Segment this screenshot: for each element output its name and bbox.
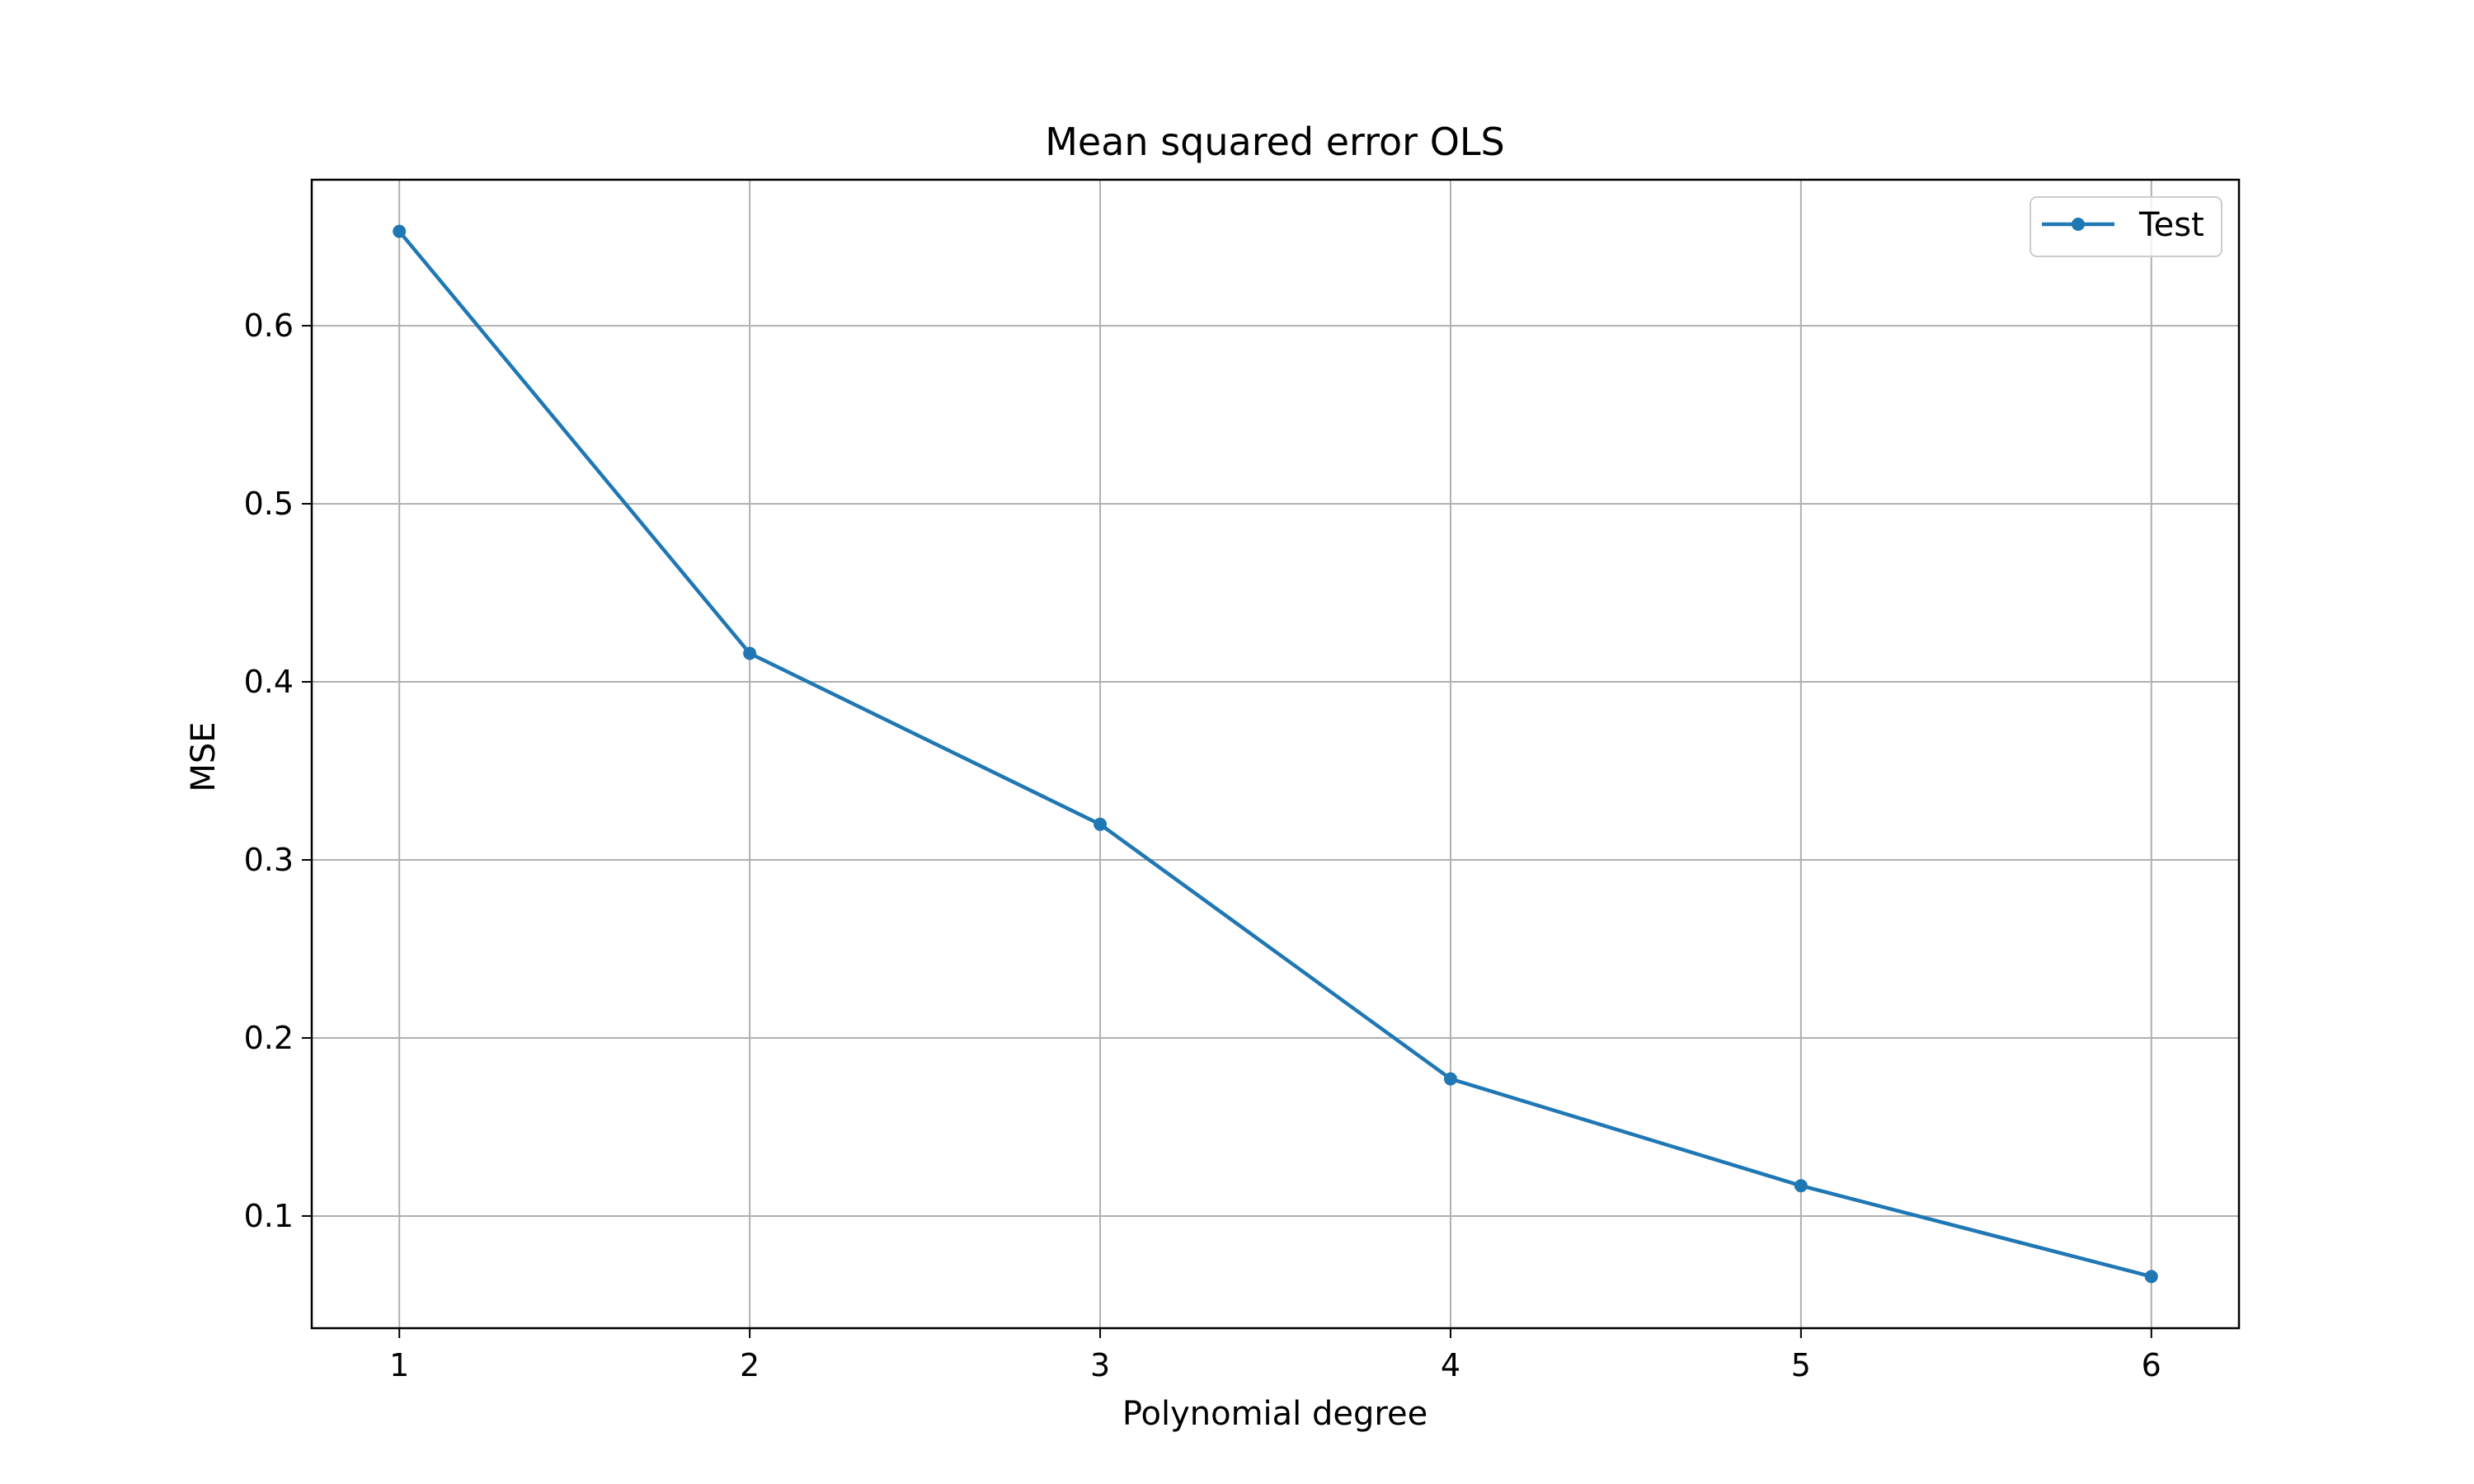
- legend: Test: [2030, 196, 2222, 257]
- x-axis-label: Polynomial degree: [1122, 1395, 1427, 1433]
- data-point: [1443, 1072, 1457, 1086]
- legend-marker-test: [2072, 218, 2085, 231]
- x-tick-label: 2: [740, 1347, 760, 1383]
- data-point: [393, 224, 407, 238]
- x-tick-label: 6: [2142, 1347, 2161, 1383]
- legend-box: [2030, 196, 2222, 257]
- data-point: [743, 646, 757, 660]
- legend-label-test: Test: [2138, 206, 2204, 244]
- y-tick-label: 0.2: [244, 1020, 294, 1056]
- x-axis-ticks: 1 2 3 4 5 6: [389, 1328, 2161, 1383]
- x-tick-label: 3: [1090, 1347, 1110, 1383]
- y-axis-label: MSE: [185, 721, 223, 791]
- y-tick-label: 0.6: [244, 308, 294, 344]
- x-tick-label: 4: [1441, 1347, 1460, 1383]
- data-point: [1794, 1179, 1808, 1193]
- y-axis-ticks: 0.1 0.2 0.3 0.4 0.5 0.6: [244, 308, 312, 1234]
- y-tick-label: 0.3: [244, 842, 294, 878]
- y-tick-label: 0.4: [244, 664, 294, 700]
- data-point: [2144, 1270, 2158, 1284]
- plot-frame: [310, 178, 2241, 1330]
- y-tick-label: 0.1: [244, 1198, 294, 1234]
- y-tick-label: 0.5: [244, 486, 294, 522]
- x-tick-label: 5: [1791, 1347, 1811, 1383]
- chart-title: Mean squared error OLS: [1045, 120, 1505, 164]
- series-group: [393, 224, 2158, 1284]
- data-point: [1094, 817, 1108, 831]
- series-line-test: [397, 228, 2154, 1280]
- x-tick-label: 1: [389, 1347, 409, 1383]
